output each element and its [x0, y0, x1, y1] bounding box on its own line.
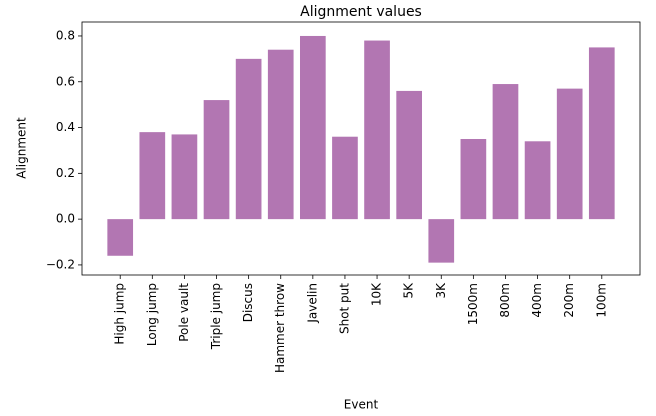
bar [332, 136, 358, 220]
y-axis-label: Alignment [15, 117, 29, 179]
x-tick-label: High jump [113, 283, 127, 345]
bar [171, 134, 198, 220]
bar [524, 141, 551, 220]
bar [460, 138, 487, 220]
x-tick-label: 5K [402, 282, 416, 299]
bar [396, 90, 423, 220]
y-tick-label: 0.4 [56, 120, 75, 134]
bar [556, 88, 583, 220]
x-tick-label: Triple jump [209, 283, 223, 350]
bar [235, 58, 262, 220]
x-tick-label: 10K [370, 282, 384, 306]
plot-frame [81, 21, 641, 276]
x-tick-label: Hammer throw [273, 283, 287, 373]
y-tick-label: −0.2 [46, 257, 75, 271]
x-axis-label: Event [344, 398, 379, 412]
bar [203, 100, 230, 220]
x-tick-label: 200m [562, 283, 576, 318]
bar [139, 132, 166, 220]
y-tick-label: 0.2 [56, 166, 75, 180]
bar [299, 35, 326, 220]
bar [267, 49, 294, 220]
x-tick-label: Pole vault [177, 283, 191, 342]
x-tick-label: 1500m [466, 283, 480, 325]
x-tick-label: Discus [241, 283, 255, 322]
x-tick-label: 800m [498, 283, 512, 318]
x-tick-label: 400m [530, 283, 544, 318]
bar [428, 219, 455, 263]
y-tick-label: 0.6 [56, 74, 75, 88]
x-tick-label: Long jump [145, 283, 159, 346]
bar [492, 84, 519, 220]
x-tick-label: 100m [594, 283, 608, 318]
y-tick-label: 0.8 [56, 28, 75, 42]
bar [364, 40, 390, 220]
chart-title: Alignment values [300, 4, 422, 20]
x-tick-label: 3K [434, 282, 448, 299]
bar [107, 219, 134, 256]
x-tick-label: Javelin [305, 283, 319, 324]
y-tick-label: 0.0 [56, 212, 75, 226]
x-tick-label: Shot put [337, 283, 351, 334]
bar [588, 47, 615, 220]
